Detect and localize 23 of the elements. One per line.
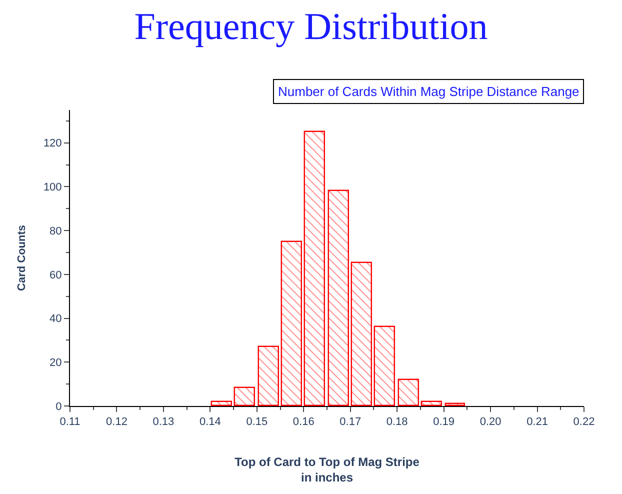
y-tick-label: 20 [50, 357, 62, 369]
x-axis-title: Top of Card to Top of Mag Stripe in inches [234, 455, 420, 485]
x-tick-label: 0.16 [292, 416, 314, 428]
x-tick-label: 0.18 [386, 416, 408, 428]
x-tick-label: 0.14 [199, 416, 221, 428]
x-tick-label: 0.17 [340, 416, 362, 428]
y-tick-label: 100 [43, 182, 62, 194]
y-tick-label: 0 [56, 400, 62, 413]
x-tick-label: 0.12 [106, 416, 128, 428]
y-tick-label: 120 [43, 138, 62, 150]
y-tick-label: 80 [50, 225, 62, 238]
y-tick-label: 60 [50, 269, 62, 282]
y-axis-title: Card Counts [16, 225, 28, 291]
x-tick-label: 0.19 [433, 416, 455, 428]
x-tick-label: 0.22 [573, 416, 595, 428]
x-tick-label: 0.20 [480, 416, 502, 428]
x-tick-label: 0.11 [60, 416, 80, 428]
y-tick-label: 40 [50, 313, 62, 326]
x-tick-label: 0.15 [246, 416, 268, 428]
chart-title: Frequency Distribution [134, 6, 488, 48]
x-tick-label: 0.13 [152, 416, 174, 428]
x-tick-label: 0.21 [526, 416, 548, 428]
chart-subtitle: Number of Cards Within Mag Stripe Distance Range [278, 84, 580, 99]
